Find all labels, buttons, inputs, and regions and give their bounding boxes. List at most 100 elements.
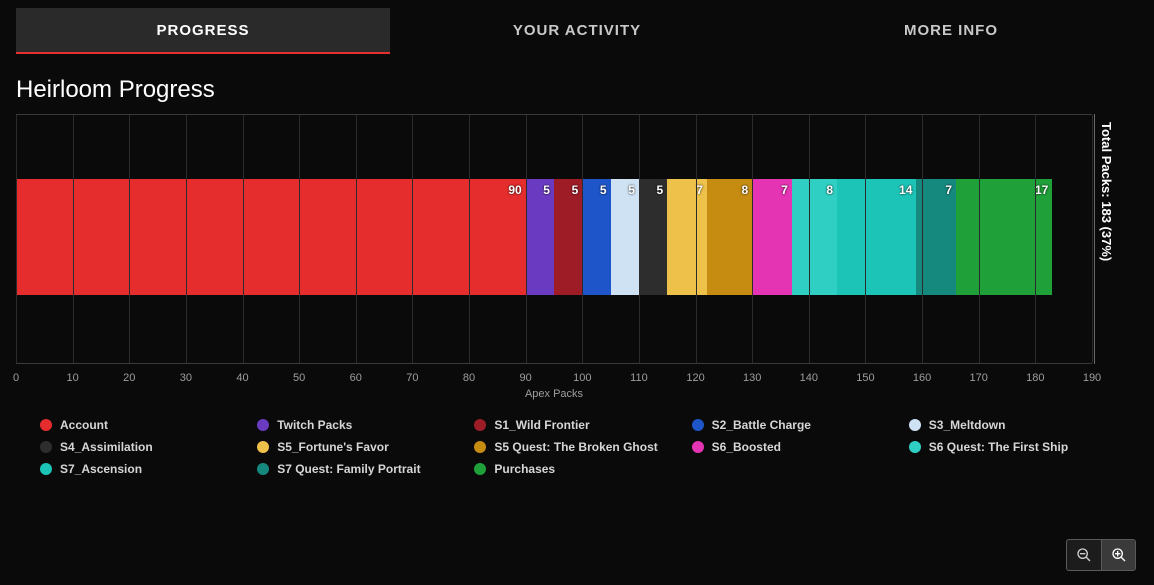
zoom-controls xyxy=(1066,539,1136,571)
legend-label: S5_Fortune's Favor xyxy=(277,440,389,454)
bar-segment-value: 5 xyxy=(657,183,664,197)
x-tick: 120 xyxy=(686,372,704,384)
legend-swatch xyxy=(474,463,486,475)
legend-item[interactable]: S5 Quest: The Broken Ghost xyxy=(474,440,679,454)
x-tick: 50 xyxy=(293,372,305,384)
bar-segment[interactable]: 7 xyxy=(752,179,792,295)
x-tick: 140 xyxy=(800,372,818,384)
bar-segment[interactable]: 90 xyxy=(16,179,526,295)
legend-swatch xyxy=(257,419,269,431)
legend-item[interactable]: Purchases xyxy=(474,462,679,476)
legend-swatch xyxy=(40,441,52,453)
legend-item[interactable]: S1_Wild Frontier xyxy=(474,418,679,432)
tab-progress[interactable]: PROGRESS xyxy=(16,8,390,52)
gridline xyxy=(16,115,17,363)
tabs: PROGRESS YOUR ACTIVITY MORE INFO xyxy=(0,0,1154,54)
legend-item[interactable]: S7 Quest: Family Portrait xyxy=(257,462,462,476)
bar-segment-value: 8 xyxy=(826,183,833,197)
tab-label: YOUR ACTIVITY xyxy=(513,22,641,39)
gridline xyxy=(129,115,130,363)
gridline xyxy=(1092,115,1093,363)
zoom-in-button[interactable] xyxy=(1101,540,1135,570)
bar-segment-value: 7 xyxy=(781,183,788,197)
gridline xyxy=(696,115,697,363)
bar-segment[interactable]: 5 xyxy=(554,179,582,295)
bar-segment[interactable]: 5 xyxy=(639,179,667,295)
legend-item[interactable]: S2_Battle Charge xyxy=(692,418,897,432)
bar-segment[interactable]: 17 xyxy=(956,179,1052,295)
gridline xyxy=(639,115,640,363)
legend: Account Twitch Packs S1_Wild Frontier S2_Ba… xyxy=(40,418,1114,476)
gridline xyxy=(979,115,980,363)
legend-item[interactable]: S5_Fortune's Favor xyxy=(257,440,462,454)
bar-segment[interactable]: 7 xyxy=(667,179,707,295)
tab-label: PROGRESS xyxy=(156,22,249,39)
bar-segment-value: 5 xyxy=(543,183,550,197)
gridline xyxy=(582,115,583,363)
tab-more-info[interactable]: MORE INFO xyxy=(764,8,1138,52)
legend-item[interactable]: S4_Assimilation xyxy=(40,440,245,454)
legend-swatch xyxy=(40,419,52,431)
bar-segment-value: 90 xyxy=(508,183,521,197)
x-tick: 150 xyxy=(856,372,874,384)
gridline xyxy=(356,115,357,363)
x-tick: 110 xyxy=(630,372,648,384)
gridline xyxy=(299,115,300,363)
gridline xyxy=(865,115,866,363)
bar-segment[interactable]: 14 xyxy=(837,179,916,295)
gridline xyxy=(809,115,810,363)
gridline xyxy=(73,115,74,363)
chart-area: 9055555787814717 Total Packs: 183 (37%) … xyxy=(16,114,1138,394)
x-tick: 170 xyxy=(970,372,988,384)
x-tick: 80 xyxy=(463,372,475,384)
bar-segment-value: 5 xyxy=(628,183,635,197)
x-tick: 70 xyxy=(406,372,418,384)
zoom-out-button[interactable] xyxy=(1067,540,1101,570)
legend-item[interactable]: S7_Ascension xyxy=(40,462,245,476)
gridline xyxy=(412,115,413,363)
bar-segment[interactable]: 8 xyxy=(792,179,837,295)
tab-your-activity[interactable]: YOUR ACTIVITY xyxy=(390,8,764,52)
x-tick: 20 xyxy=(123,372,135,384)
gridline xyxy=(526,115,527,363)
legend-label: S1_Wild Frontier xyxy=(494,418,589,432)
legend-item[interactable]: Account xyxy=(40,418,245,432)
bar-segment[interactable]: 8 xyxy=(707,179,752,295)
page-title: Heirloom Progress xyxy=(0,54,1154,114)
x-tick: 0 xyxy=(13,372,19,384)
bar-segment-value: 5 xyxy=(600,183,607,197)
legend-swatch xyxy=(909,441,921,453)
legend-label: Account xyxy=(60,418,108,432)
zoom-in-icon xyxy=(1111,547,1127,563)
x-tick: 10 xyxy=(67,372,79,384)
x-tick: 30 xyxy=(180,372,192,384)
x-tick: 90 xyxy=(520,372,532,384)
total-packs-label: Total Packs: 183 (37%) xyxy=(1094,114,1118,364)
bar-segment[interactable]: 5 xyxy=(526,179,554,295)
legend-swatch xyxy=(692,419,704,431)
bar-segment[interactable]: 5 xyxy=(611,179,639,295)
gridline xyxy=(922,115,923,363)
legend-item[interactable]: Twitch Packs xyxy=(257,418,462,432)
x-tick: 180 xyxy=(1026,372,1044,384)
bar-segment[interactable]: 5 xyxy=(582,179,610,295)
x-tick: 100 xyxy=(573,372,591,384)
legend-item[interactable]: S3_Meltdown xyxy=(909,418,1114,432)
legend-label: S6 Quest: The First Ship xyxy=(929,440,1068,454)
legend-item[interactable]: S6 Quest: The First Ship xyxy=(909,440,1114,454)
legend-label: Purchases xyxy=(494,462,555,476)
x-tick: 40 xyxy=(236,372,248,384)
bar-segment-value: 17 xyxy=(1035,183,1048,197)
bar-segment-value: 7 xyxy=(945,183,952,197)
x-tick: 130 xyxy=(743,372,761,384)
legend-swatch xyxy=(474,441,486,453)
legend-item[interactable]: S6_Boosted xyxy=(692,440,897,454)
bar-segment-value: 8 xyxy=(741,183,748,197)
legend-label: S3_Meltdown xyxy=(929,418,1006,432)
zoom-out-icon xyxy=(1076,547,1092,563)
legend-swatch xyxy=(257,441,269,453)
legend-label: S6_Boosted xyxy=(712,440,781,454)
bar-segment-value: 5 xyxy=(572,183,579,197)
x-tick: 190 xyxy=(1083,372,1101,384)
bar-segment-value: 7 xyxy=(696,183,703,197)
